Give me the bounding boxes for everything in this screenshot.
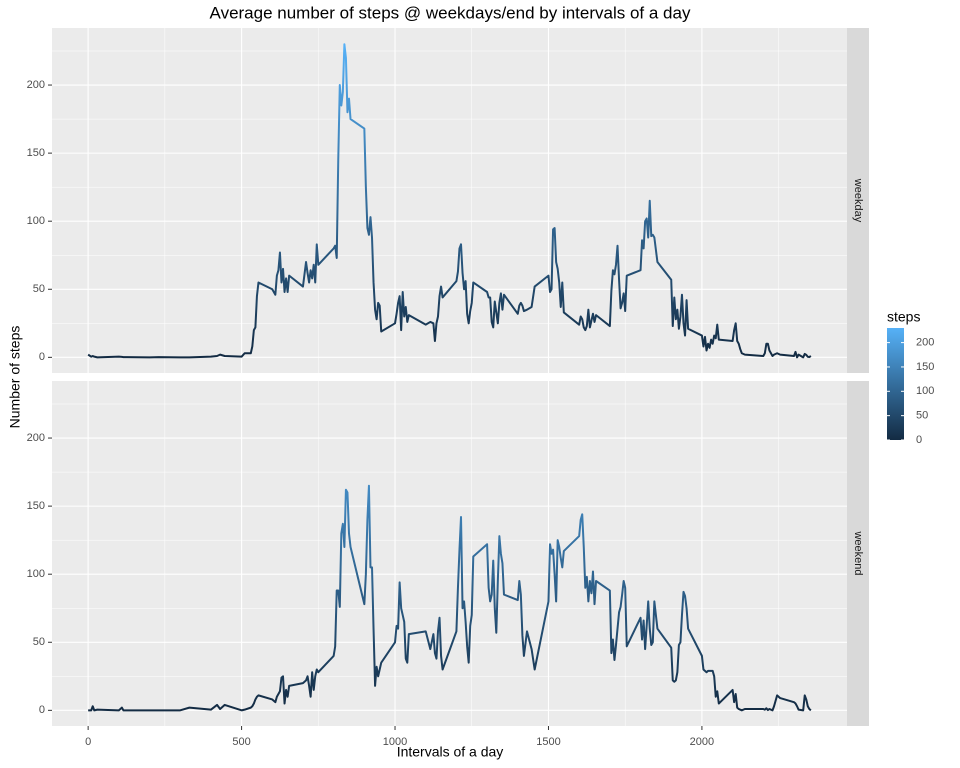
y-tick-label: 200 <box>27 79 45 91</box>
facet-strip <box>847 28 869 373</box>
y-tick-label: 0 <box>39 351 45 363</box>
line <box>87 43 812 359</box>
y-tick-label: 150 <box>27 500 45 512</box>
line <box>88 484 812 712</box>
facet-label: weekend <box>852 530 864 575</box>
panel-background <box>52 28 847 373</box>
y-tick-label: 100 <box>27 215 45 227</box>
x-axis-title: Intervals of a day <box>397 744 504 760</box>
y-tick-label: 50 <box>33 283 45 295</box>
x-tick-label: 1500 <box>536 736 560 748</box>
y-tick-label: 50 <box>33 636 45 648</box>
colorbar-label: 150 <box>916 361 934 373</box>
x-tick-label: 2000 <box>690 736 714 748</box>
chart-title: Average number of steps @ weekdays/end b… <box>210 3 691 22</box>
x-tick-label: 500 <box>232 736 250 748</box>
colorbar-label: 200 <box>916 337 934 349</box>
y-axis-title: Number of steps <box>7 326 23 429</box>
y-tick-label: 0 <box>39 704 45 716</box>
y-tick-label: 200 <box>27 432 45 444</box>
facet-label: weekday <box>852 178 864 223</box>
facet-strip <box>847 381 869 726</box>
colorbar-label: 0 <box>916 434 922 446</box>
x-tick-label: 0 <box>85 736 91 748</box>
colorbar <box>887 328 904 440</box>
colorbar-label: 100 <box>916 385 934 397</box>
panel-background <box>52 381 847 726</box>
y-tick-label: 100 <box>27 568 45 580</box>
legend-title: steps <box>887 309 920 325</box>
colorbar-label: 50 <box>916 410 928 422</box>
y-tick-label: 150 <box>27 147 45 159</box>
x-tick-label: 1000 <box>383 736 407 748</box>
